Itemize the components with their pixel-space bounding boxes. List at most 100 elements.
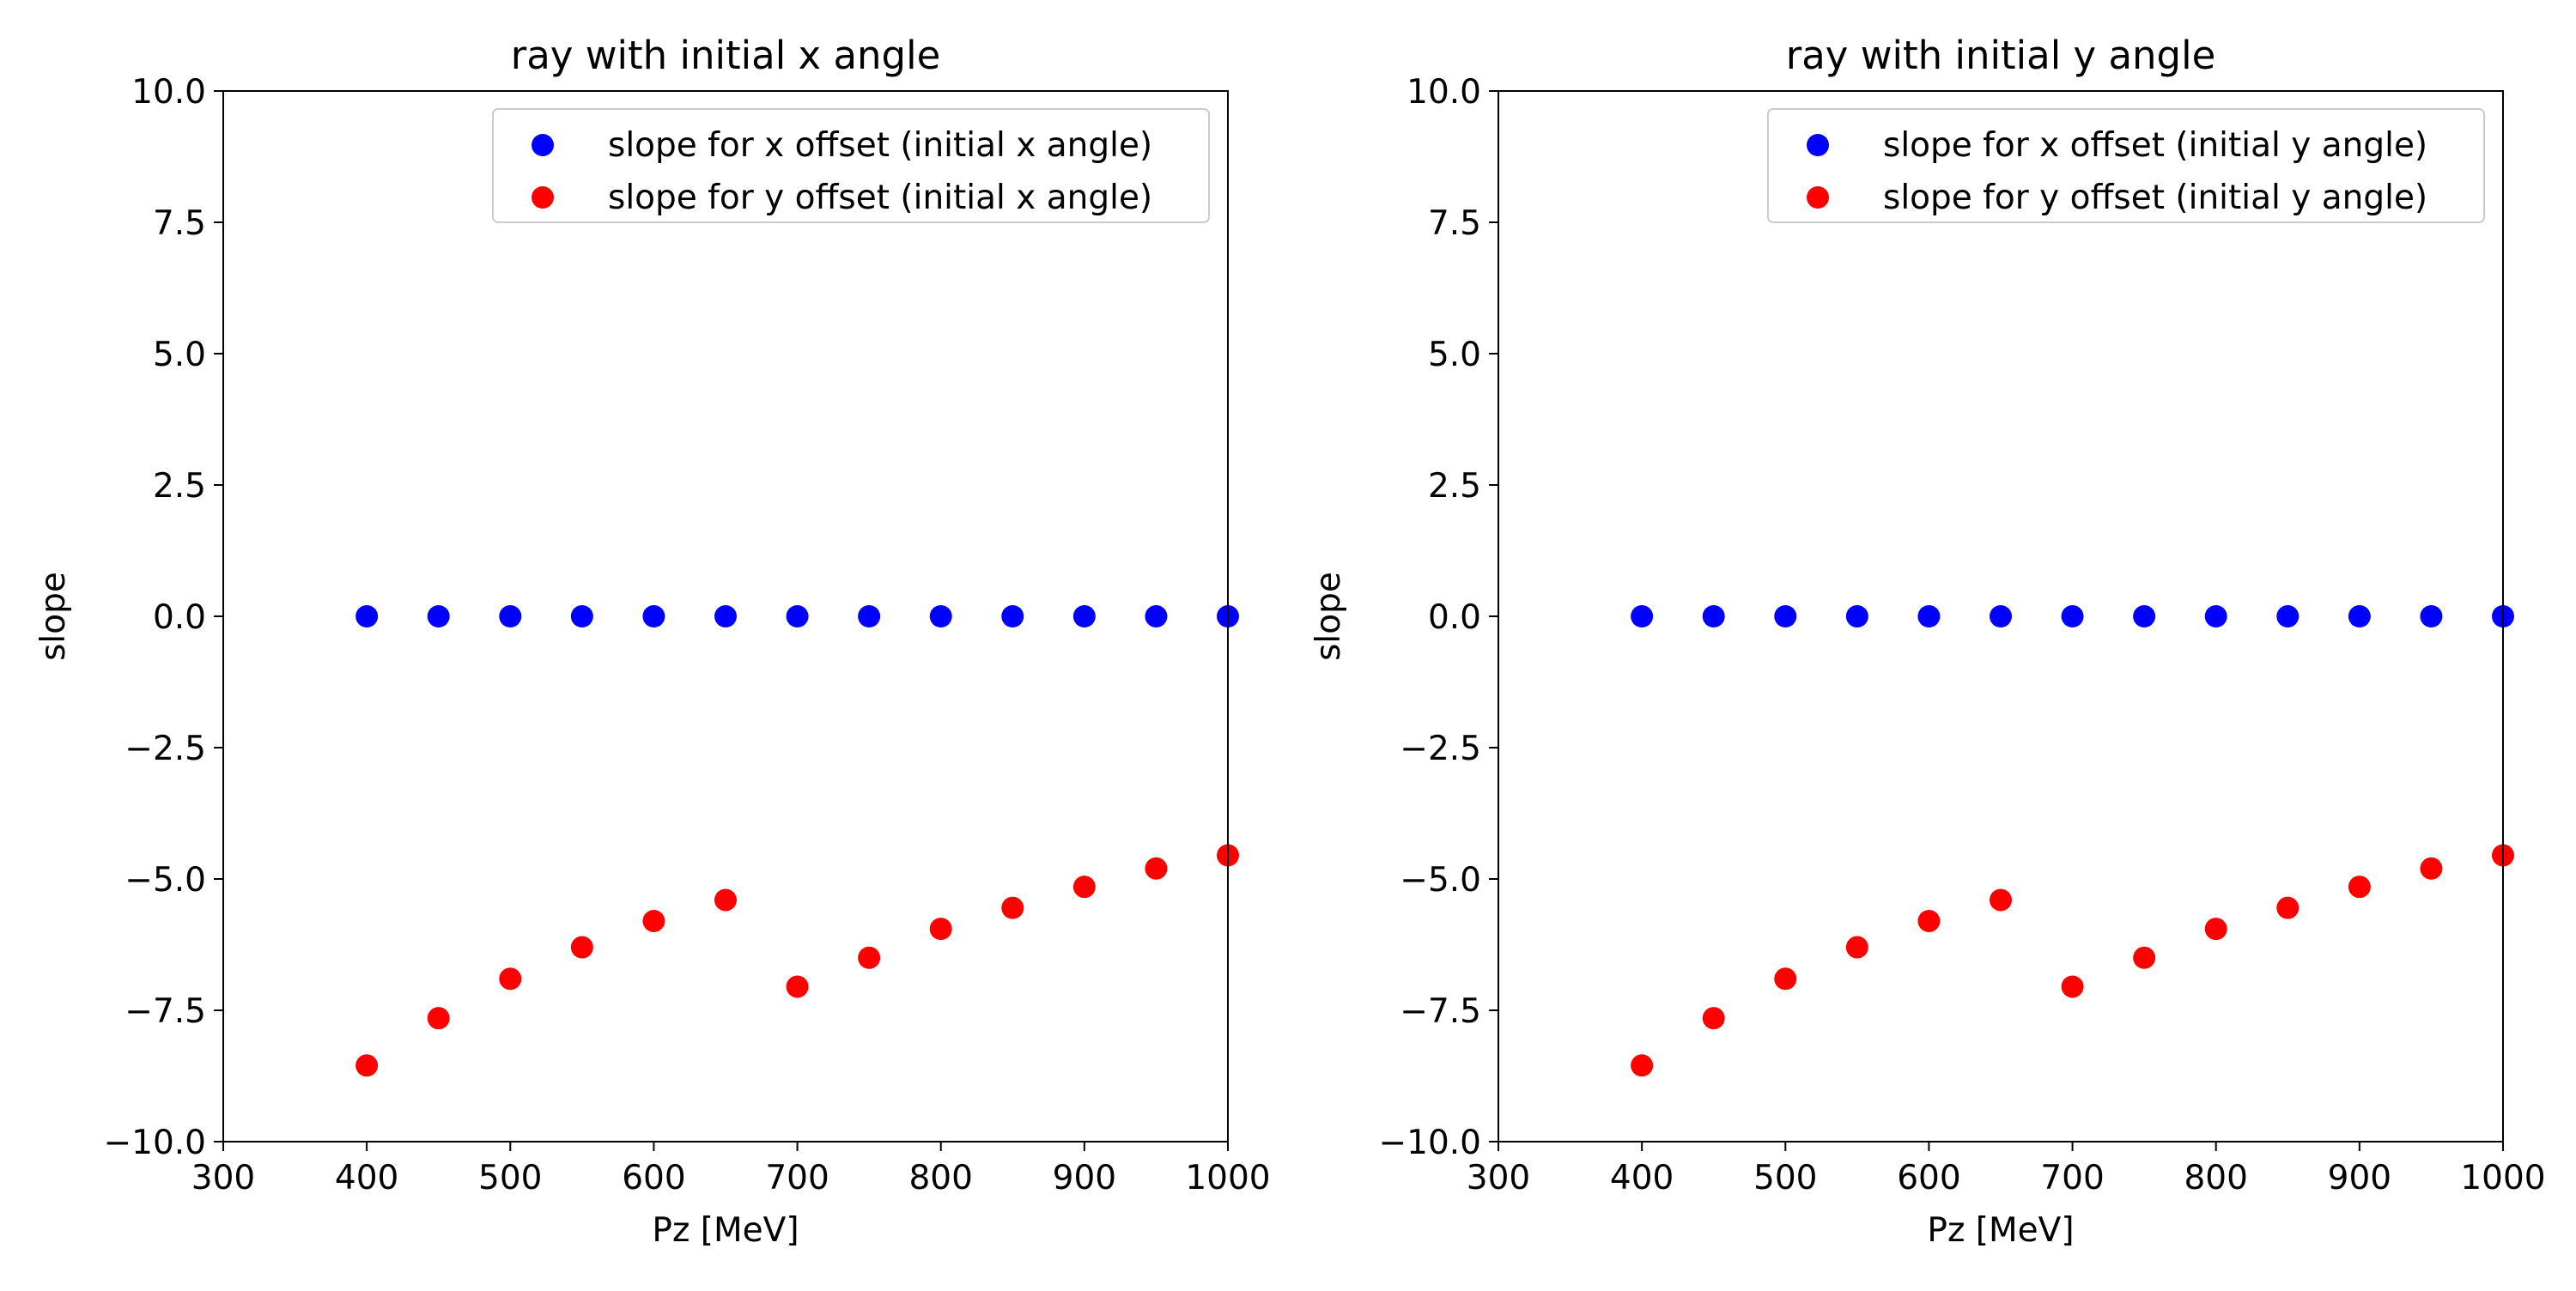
left-chart-panel: ray with initial x angle 300 400 500 600 700 8… xyxy=(34,33,1271,1250)
data-point-series-1 xyxy=(1072,605,1096,627)
data-point-series-2 xyxy=(427,1007,450,1030)
x-axis-label: Pz [MeV] xyxy=(652,1211,799,1250)
legend-label: slope for x offset (initial y angle) xyxy=(1883,126,2427,165)
y-tick-label: 5.0 xyxy=(153,336,206,374)
data-point-series-2 xyxy=(714,888,737,912)
y-tick-label: 7.5 xyxy=(1428,204,1481,243)
chart-title: ray with initial x angle xyxy=(511,33,941,78)
x-tick-label: 600 xyxy=(1897,1159,1960,1197)
data-point-series-2 xyxy=(786,975,809,998)
x-tick-label: 800 xyxy=(908,1159,972,1197)
data-point-series-1 xyxy=(714,605,737,627)
y-axis-label: slope xyxy=(1309,572,1348,661)
data-point-series-1 xyxy=(1917,605,1941,627)
legend-label: slope for x offset (initial x angle) xyxy=(608,126,1152,165)
x-tick-label: 1000 xyxy=(1185,1159,1270,1197)
data-point-series-1 xyxy=(2348,605,2371,627)
y-tick-label: 7.5 xyxy=(153,204,206,243)
data-point-series-2 xyxy=(2276,896,2300,919)
y-tick-label: −5.0 xyxy=(125,861,206,900)
data-point-series-2 xyxy=(642,909,665,932)
data-point-series-1 xyxy=(499,605,522,627)
data-point-series-2 xyxy=(1145,857,1168,880)
data-point-series-1 xyxy=(929,605,952,627)
data-point-series-2 xyxy=(2420,857,2443,880)
data-point-series-1 xyxy=(355,605,379,627)
data-point-series-1 xyxy=(2420,605,2443,627)
data-point-series-1 xyxy=(1990,605,2012,627)
y-tick-label: −2.5 xyxy=(125,730,206,768)
data-point-series-2 xyxy=(929,918,952,941)
data-point-series-1 xyxy=(427,605,450,627)
x-tick-label: 900 xyxy=(1053,1159,1116,1197)
data-point-series-1 xyxy=(2204,605,2227,627)
legend-marker xyxy=(532,186,554,209)
y-tick-label: −10.0 xyxy=(1378,1124,1481,1162)
data-point-series-1 xyxy=(2061,605,2084,627)
data-point-series-2 xyxy=(858,946,881,969)
legend-box xyxy=(1767,108,2485,223)
data-point-series-2 xyxy=(1072,876,1096,899)
x-tick-label: 500 xyxy=(1753,1159,1817,1197)
x-tick-label: 300 xyxy=(191,1159,255,1197)
legend: slope for x offset (initial x angle) slop… xyxy=(492,108,1210,223)
plot-frame xyxy=(1498,90,2504,1143)
y-tick-label: −10.0 xyxy=(103,1124,206,1162)
y-tick-label: −7.5 xyxy=(1400,992,1481,1031)
x-tick-label: 600 xyxy=(622,1159,685,1197)
data-point-series-2 xyxy=(1774,967,1797,991)
y-tick-label: 2.5 xyxy=(153,467,206,506)
data-point-series-1 xyxy=(1845,605,1868,627)
data-point-series-2 xyxy=(499,967,522,991)
x-axis-label: Pz [MeV] xyxy=(1927,1211,2074,1250)
data-point-series-1 xyxy=(2133,605,2156,627)
legend-marker xyxy=(1807,134,1829,156)
right-chart-panel: ray with initial y angle 300 400 500 600 700 8… xyxy=(1309,33,2546,1250)
data-points xyxy=(355,605,1239,1077)
data-point-series-2 xyxy=(570,936,593,959)
x-tick-label: 500 xyxy=(478,1159,542,1197)
chart-title: ray with initial y angle xyxy=(1786,33,2216,78)
legend-label: slope for y offset (initial x angle) xyxy=(608,179,1152,217)
data-point-series-2 xyxy=(2204,918,2227,941)
data-point-series-1 xyxy=(858,605,881,627)
data-point-series-2 xyxy=(1990,888,2012,912)
y-tick-label: 2.5 xyxy=(1428,467,1481,506)
data-point-series-2 xyxy=(1001,896,1024,919)
data-point-series-1 xyxy=(2276,605,2300,627)
data-point-series-1 xyxy=(1702,605,1725,627)
y-tick-label: −7.5 xyxy=(125,992,206,1031)
x-tick-label: 900 xyxy=(2328,1159,2391,1197)
plot-frame xyxy=(222,90,1229,1143)
y-tick-label: −2.5 xyxy=(1400,730,1481,768)
data-point-series-2 xyxy=(2348,876,2371,899)
y-tick-label: −5.0 xyxy=(1400,861,1481,900)
y-tick-label: 10.0 xyxy=(131,73,206,112)
x-tick-label: 400 xyxy=(1610,1159,1674,1197)
data-point-series-1 xyxy=(1001,605,1024,627)
data-point-series-2 xyxy=(1845,936,1868,959)
data-point-series-1 xyxy=(786,605,809,627)
legend-label: slope for y offset (initial y angle) xyxy=(1883,179,2427,217)
data-point-series-2 xyxy=(355,1054,379,1077)
x-tick-label: 700 xyxy=(2040,1159,2104,1197)
x-tick-label: 300 xyxy=(1467,1159,1530,1197)
data-point-series-1 xyxy=(1631,605,1654,627)
x-tick-label: 800 xyxy=(2184,1159,2247,1197)
y-tick-label: 0.0 xyxy=(1428,598,1481,637)
legend-marker xyxy=(1807,186,1829,209)
legend-box xyxy=(492,108,1210,223)
legend: slope for x offset (initial y angle) slop… xyxy=(1767,108,2485,223)
data-point-series-2 xyxy=(1631,1054,1654,1077)
data-points xyxy=(1631,605,2514,1077)
y-tick-label: 5.0 xyxy=(1428,336,1481,374)
data-point-series-2 xyxy=(1702,1007,1725,1030)
legend-marker xyxy=(532,134,554,156)
x-tick-label: 1000 xyxy=(2460,1159,2545,1197)
y-tick-label: 0.0 xyxy=(153,598,206,637)
data-point-series-1 xyxy=(1774,605,1797,627)
y-axis-label: slope xyxy=(34,572,73,661)
x-tick-label: 700 xyxy=(765,1159,829,1197)
